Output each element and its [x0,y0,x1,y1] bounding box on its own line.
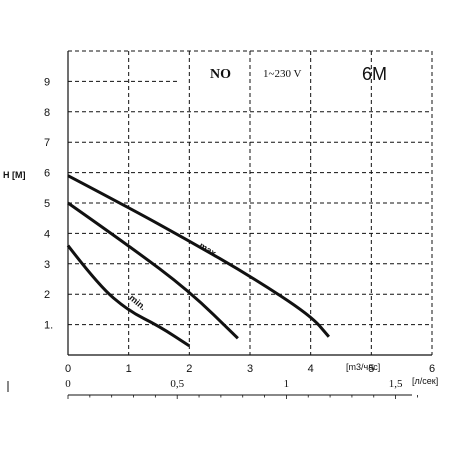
chart-title: NO [210,67,231,82]
x-tick-label: 2 [186,363,192,375]
series-line-min [66,244,191,348]
chart-axes [7,51,432,399]
chart-subtitle: 1~230 V [263,68,302,80]
x2-tick-label: 1 [284,378,290,390]
y-tick-label: 5 [44,198,50,210]
x-axis-label: [m3/час] [346,362,380,372]
x-tick-label: 0 [65,363,71,375]
chart-model: 6M [362,64,387,84]
x-tick-label: 6 [429,363,435,375]
y-tick-label: 6 [44,168,50,180]
y-tick-label: 9 [44,76,50,88]
x2-axis-label: [л/сек] [412,376,438,386]
y-tick-label: 3 [44,259,50,271]
x2-tick-label: 0 [65,378,71,390]
y-tick-label: 2 [44,289,50,301]
x2-tick-label: 1,5 [389,378,403,390]
x-tick-label: 5 [368,363,374,375]
x-tick-label: 1 [126,363,132,375]
x-tick-label: 3 [247,363,253,375]
chart-series [66,174,331,348]
y-tick-label: 8 [44,107,50,119]
y-tick-label: 7 [44,137,50,149]
x2-tick-label: 0,5 [170,378,184,390]
y-tick-label: 4 [44,228,50,240]
y-tick-label: 1. [44,320,53,332]
series-line-mid [67,201,239,340]
y-axis-label: H [M] [3,170,26,180]
chart-grid [68,50,433,355]
x-tick-label: 4 [308,363,314,375]
series-line-max [67,174,331,338]
